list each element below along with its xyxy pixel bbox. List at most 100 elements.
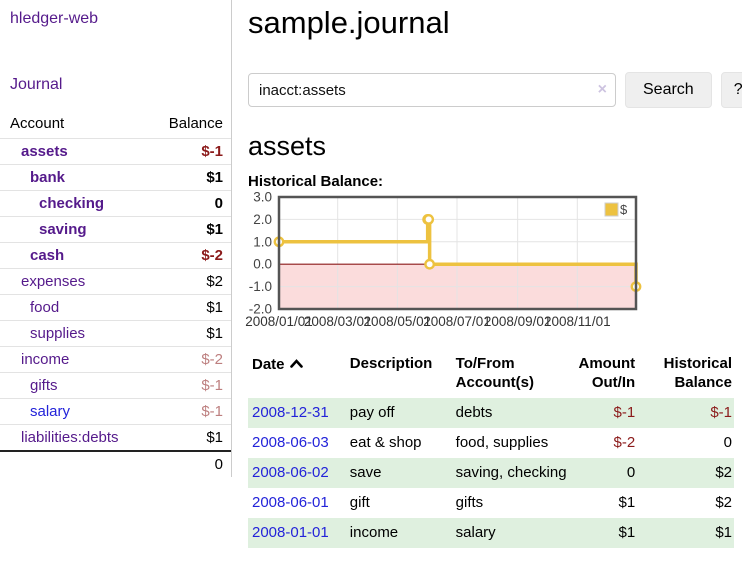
search-box: × (248, 73, 616, 107)
clear-search-icon[interactable]: × (597, 81, 607, 98)
account-name-cell: income (0, 346, 148, 373)
historical-balance-chart: $3.0 2.0 1.0 0.0 -1.0 -2.0 2008/01/01 2008/03/0… (245, 190, 734, 336)
column-header-to-from-account-s-: To/From Account(s) (455, 355, 534, 391)
transaction-date-cell: 2008-06-02 (248, 458, 346, 488)
account-name-cell: supplies (0, 320, 148, 347)
transaction-date-link[interactable]: 2008-06-01 (252, 494, 329, 511)
transaction-accounts: debts (451, 398, 571, 428)
column-header-date[interactable]: Date (248, 350, 346, 398)
transaction-accounts: gifts (455, 494, 484, 511)
transaction-amount: $-2 (613, 434, 636, 451)
help-button[interactable]: ? (720, 72, 742, 108)
page-title: sample.journal (248, 5, 450, 40)
account-link-gifts[interactable]: gifts (30, 377, 58, 394)
x-axis-tick-label: 2008/01/01 (245, 314, 313, 329)
svg-text:$: $ (620, 202, 628, 217)
nav-journal-link[interactable]: Journal (10, 76, 63, 93)
accounts-total-row: 0 (0, 450, 231, 477)
chart-legend: $ (604, 202, 628, 217)
account-name-cell: food (0, 294, 148, 321)
account-name-cell: salary (0, 398, 148, 425)
transaction-description: gift (349, 494, 370, 511)
account-balance: $1 (147, 424, 231, 451)
transaction-description: save (345, 458, 452, 488)
transaction-description: eat & shop (349, 434, 422, 451)
account-link-income[interactable]: income (21, 351, 70, 368)
x-axis-tick-label: 2008/11/01 (544, 314, 611, 329)
transaction-row: 2008-06-02 save saving, checking 0 $2 (248, 458, 734, 488)
column-header-balance: Balance (168, 115, 223, 132)
account-link-bank[interactable]: bank (30, 169, 66, 186)
y-axis-tick-label: 1.0 (253, 234, 272, 249)
transaction-date-link[interactable]: 2008-12-31 (252, 404, 329, 421)
accounts-total-spacer (0, 450, 148, 477)
sidebar: hledger-web Journal Account Balance asse… (0, 0, 232, 477)
account-balance: 0 (147, 190, 231, 217)
hledger-web-app: hledger-web Journal Account Balance asse… (0, 0, 742, 548)
account-heading: assets (248, 131, 327, 161)
x-axis-tick-label: 2008/05/01 (364, 314, 432, 329)
account-name-cell: cash (0, 242, 148, 269)
account-row: salary $-1 (0, 398, 231, 425)
account-name-cell: assets (0, 138, 148, 165)
account-balance: $-1 (147, 372, 231, 399)
account-row: saving $1 (0, 216, 231, 243)
transaction-date-link[interactable]: 2008-06-03 (252, 434, 329, 451)
search-button[interactable]: Search (625, 72, 712, 108)
account-link-saving[interactable]: saving (39, 221, 87, 238)
search-input[interactable] (248, 73, 616, 107)
transaction-date-cell: 2008-06-01 (248, 488, 346, 518)
account-link-supplies[interactable]: supplies (30, 325, 86, 342)
account-balance: $1 (147, 294, 231, 321)
main-content: sample.journal × Search ? assets Histori… (232, 0, 742, 548)
transaction-amount: 0 (570, 458, 638, 488)
account-balance: $1 (147, 320, 231, 347)
transaction-date-link[interactable]: 2008-01-01 (252, 524, 329, 541)
account-link-cash[interactable]: cash (30, 247, 65, 264)
app-brand: hledger-web (0, 8, 231, 30)
transaction-balance: $2 (637, 458, 734, 488)
transaction-date-cell: 2008-01-01 (248, 518, 346, 548)
account-row: assets $-1 (0, 138, 231, 165)
y-axis-tick-label: 0.0 (253, 257, 272, 272)
transaction-row: 2008-06-01 gift gifts $1 $2 (248, 488, 734, 518)
column-header-description: Description (349, 355, 433, 372)
account-balance: $-2 (147, 242, 231, 269)
sort-ascending-icon (289, 354, 303, 373)
balance-chart-svg: $3.0 2.0 1.0 0.0 -1.0 -2.02008/01/012008/03/0… (245, 190, 642, 329)
account-balance: $-2 (147, 346, 231, 373)
account-link-expenses[interactable]: expenses (21, 273, 86, 290)
transaction-amount: $-1 (570, 398, 638, 428)
account-name-cell: saving (0, 216, 148, 243)
y-axis-tick-label: 3.0 (253, 190, 272, 205)
account-link-checking[interactable]: checking (39, 195, 105, 212)
account-link-assets[interactable]: assets (21, 143, 68, 160)
search-row: × Search ? (248, 72, 742, 108)
account-link-liabilities-debts[interactable]: liabilities:debts (21, 429, 119, 446)
column-header-account: Account (10, 115, 65, 132)
account-link-food[interactable]: food (30, 299, 60, 316)
transaction-balance: $1 (637, 518, 734, 548)
transaction-balance: 0 (723, 434, 732, 451)
transaction-date-link[interactable]: 2008-06-02 (252, 464, 329, 481)
account-row: supplies $1 (0, 320, 231, 347)
account-row: bank $1 (0, 164, 231, 191)
account-balance: $-1 (147, 398, 231, 425)
y-axis-tick-label: 2.0 (253, 212, 272, 227)
x-axis-tick-label: 2008/03/01 (304, 314, 372, 329)
transaction-description: income (345, 518, 452, 548)
column-header-historical-balance: Historical Balance (663, 355, 732, 391)
sidebar-nav: Journal (0, 74, 231, 96)
x-axis-tick-label: 2008/07/01 (423, 314, 491, 329)
transaction-row: 2008-01-01 income salary $1 $1 (248, 518, 734, 548)
account-balance: $2 (147, 268, 231, 295)
transaction-balance: $-1 (637, 398, 734, 428)
account-row: expenses $2 (0, 268, 231, 295)
account-name-cell: gifts (0, 372, 148, 399)
account-link-salary[interactable]: salary (30, 403, 71, 420)
account-name-cell: checking (0, 190, 148, 217)
accounts-total-value: 0 (147, 450, 231, 477)
app-brand-link[interactable]: hledger-web (10, 10, 99, 27)
account-row: income $-2 (0, 346, 231, 373)
account-balance: $1 (147, 164, 231, 191)
